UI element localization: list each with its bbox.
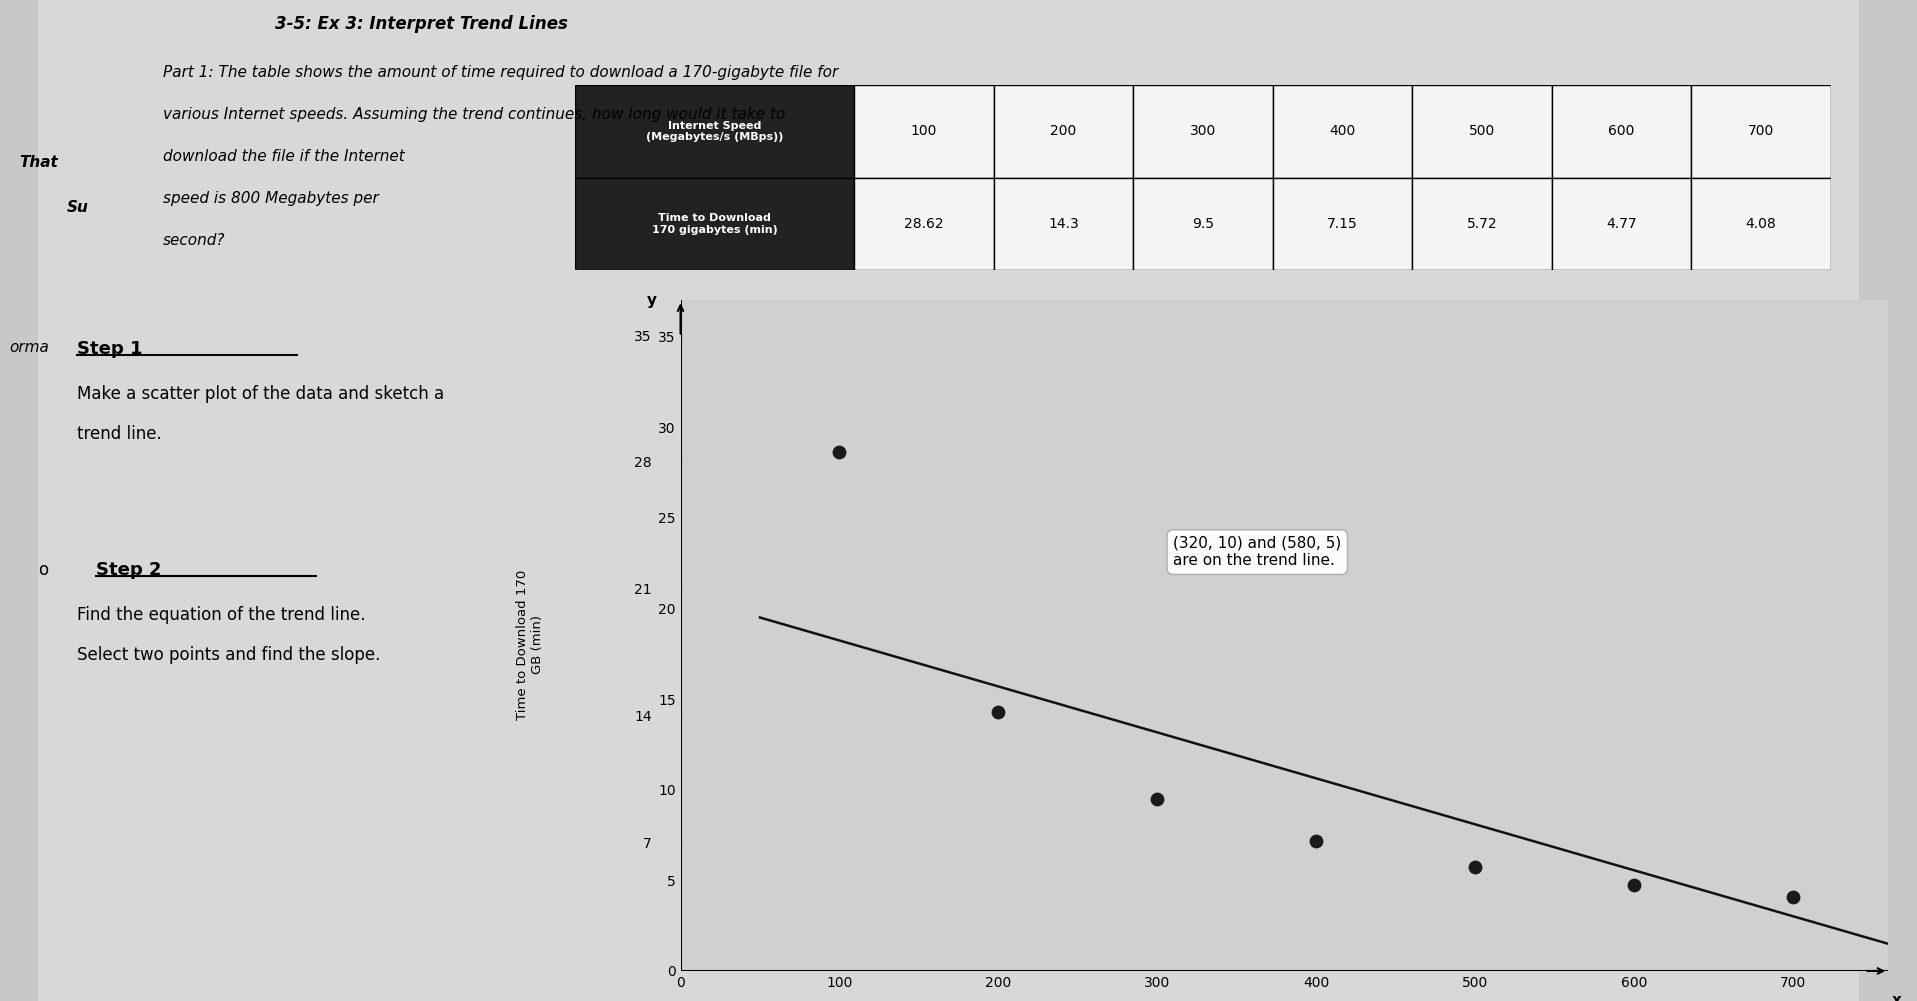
Text: 35: 35 (635, 329, 652, 343)
Text: Select two points and find the slope.: Select two points and find the slope. (77, 646, 380, 664)
Bar (1273, 178, 1413, 270)
Text: 9.5: 9.5 (1192, 217, 1213, 231)
Text: trend line.: trend line. (77, 425, 161, 443)
Point (1143, 791, 1173, 807)
Text: speed is 800 Megabytes per: speed is 800 Megabytes per (163, 191, 380, 206)
Text: 28.62: 28.62 (905, 217, 943, 231)
Text: 21: 21 (635, 584, 652, 598)
Bar (1691, 85, 1831, 178)
Point (1777, 889, 1808, 905)
Text: That: That (19, 155, 58, 170)
Text: x: x (1892, 993, 1902, 1001)
Text: 200: 200 (1051, 124, 1077, 138)
Text: download the file if the Internet: download the file if the Internet (163, 149, 404, 164)
Text: Internet Speed
(Megabytes/s (MBps)): Internet Speed (Megabytes/s (MBps)) (646, 120, 784, 142)
Bar (993, 85, 1133, 178)
Text: 3-5: Ex 3: Interpret Trend Lines: 3-5: Ex 3: Interpret Trend Lines (276, 15, 567, 33)
Text: Step 2: Step 2 (96, 561, 161, 579)
Bar (855, 178, 993, 270)
Text: Time to Download 170
GB (min): Time to Download 170 GB (min) (516, 570, 544, 720)
Text: 28: 28 (635, 456, 652, 470)
Point (983, 704, 1014, 720)
Bar (575, 178, 855, 270)
Bar (1551, 85, 1691, 178)
Text: 600: 600 (1608, 124, 1635, 138)
Bar (1273, 85, 1413, 178)
Bar (1691, 178, 1831, 270)
Text: various Internet speeds. Assuming the trend continues, how long would it take to: various Internet speeds. Assuming the tr… (163, 107, 786, 122)
Bar (855, 85, 993, 178)
Text: 7: 7 (644, 837, 652, 851)
Text: second?: second? (163, 233, 226, 248)
Text: Step 1: Step 1 (77, 340, 142, 358)
Bar (1413, 178, 1551, 270)
Point (824, 444, 855, 460)
Text: Part 1: The table shows the amount of time required to download a 170-gigabyte f: Part 1: The table shows the amount of ti… (163, 65, 838, 80)
Text: o: o (38, 561, 48, 579)
Point (1302, 834, 1332, 850)
Text: 5.72: 5.72 (1467, 217, 1497, 231)
Bar (575, 85, 855, 178)
Text: 4.77: 4.77 (1606, 217, 1637, 231)
Text: 14: 14 (635, 710, 652, 724)
Bar (1413, 85, 1551, 178)
Text: 400: 400 (1328, 124, 1355, 138)
Text: 7.15: 7.15 (1327, 217, 1357, 231)
Text: (320, 10) and (580, 5)
are on the trend line.: (320, 10) and (580, 5) are on the trend … (1173, 536, 1342, 569)
Text: Time to Download
170 gigabytes (min): Time to Download 170 gigabytes (min) (652, 213, 778, 235)
Text: 4.08: 4.08 (1746, 217, 1777, 231)
Bar (1133, 85, 1273, 178)
Point (1618, 877, 1649, 893)
Text: 700: 700 (1748, 124, 1773, 138)
Bar (993, 178, 1133, 270)
Text: orma: orma (10, 340, 50, 355)
Bar (1551, 178, 1691, 270)
Text: 100: 100 (911, 124, 937, 138)
Text: Su: Su (67, 200, 88, 215)
Text: 500: 500 (1468, 124, 1495, 138)
Text: Make a scatter plot of the data and sketch a: Make a scatter plot of the data and sket… (77, 385, 445, 403)
Text: Find the equation of the trend line.: Find the equation of the trend line. (77, 606, 364, 624)
Text: y: y (646, 293, 658, 307)
Text: 300: 300 (1190, 124, 1215, 138)
Text: 14.3: 14.3 (1049, 217, 1079, 231)
Bar (1133, 178, 1273, 270)
Point (1459, 859, 1490, 875)
